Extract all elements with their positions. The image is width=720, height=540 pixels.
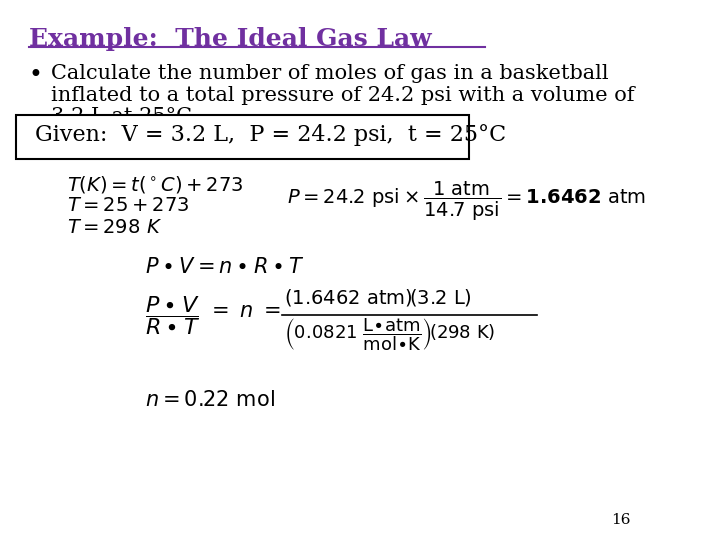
Text: $n = 0.22\ \mathrm{mol}$: $n = 0.22\ \mathrm{mol}$ <box>145 390 275 410</box>
FancyBboxPatch shape <box>16 115 469 159</box>
Text: •: • <box>29 64 42 87</box>
Text: 3.2 L at 25°C: 3.2 L at 25°C <box>51 107 192 126</box>
Text: inflated to a total pressure of 24.2 psi with a volume of: inflated to a total pressure of 24.2 psi… <box>51 86 635 105</box>
Text: $\dfrac{P \bullet V}{R \bullet T}$: $\dfrac{P \bullet V}{R \bullet T}$ <box>145 294 200 337</box>
Text: $\left(1.6462\ \mathrm{atm}\right)\!\left(3.2\ \mathrm{L}\right)$: $\left(1.6462\ \mathrm{atm}\right)\!\lef… <box>284 287 472 308</box>
Text: 16: 16 <box>611 512 631 526</box>
Text: $P \bullet V = n \bullet R \bullet T$: $P \bullet V = n \bullet R \bullet T$ <box>145 256 305 276</box>
Text: Example:  The Ideal Gas Law: Example: The Ideal Gas Law <box>29 27 431 51</box>
Text: $T(K) = t({}^\circ C) + 273$: $T(K) = t({}^\circ C) + 273$ <box>68 174 244 195</box>
Text: Calculate the number of moles of gas in a basketball: Calculate the number of moles of gas in … <box>51 64 609 83</box>
Text: Given:  V = 3.2 L,  P = 24.2 psi,  t = 25°C: Given: V = 3.2 L, P = 24.2 psi, t = 25°C <box>35 124 506 146</box>
Text: $P = 24.2\ \mathrm{psi} \times \dfrac{1\ \mathrm{atm}}{14.7\ \mathrm{psi}} = \ma: $P = 24.2\ \mathrm{psi} \times \dfrac{1\… <box>287 180 647 223</box>
Text: $T = 298\ K$: $T = 298\ K$ <box>68 218 163 237</box>
Text: $= \ n \ =$: $= \ n \ =$ <box>207 301 281 321</box>
Text: $T = 25 + 273$: $T = 25 + 273$ <box>68 196 190 215</box>
Text: $\left(0.0821\ \dfrac{\mathrm{L{\bullet}atm}}{\mathrm{mol{\bullet}K}}\right)\!\l: $\left(0.0821\ \dfrac{\mathrm{L{\bullet}… <box>284 316 495 353</box>
